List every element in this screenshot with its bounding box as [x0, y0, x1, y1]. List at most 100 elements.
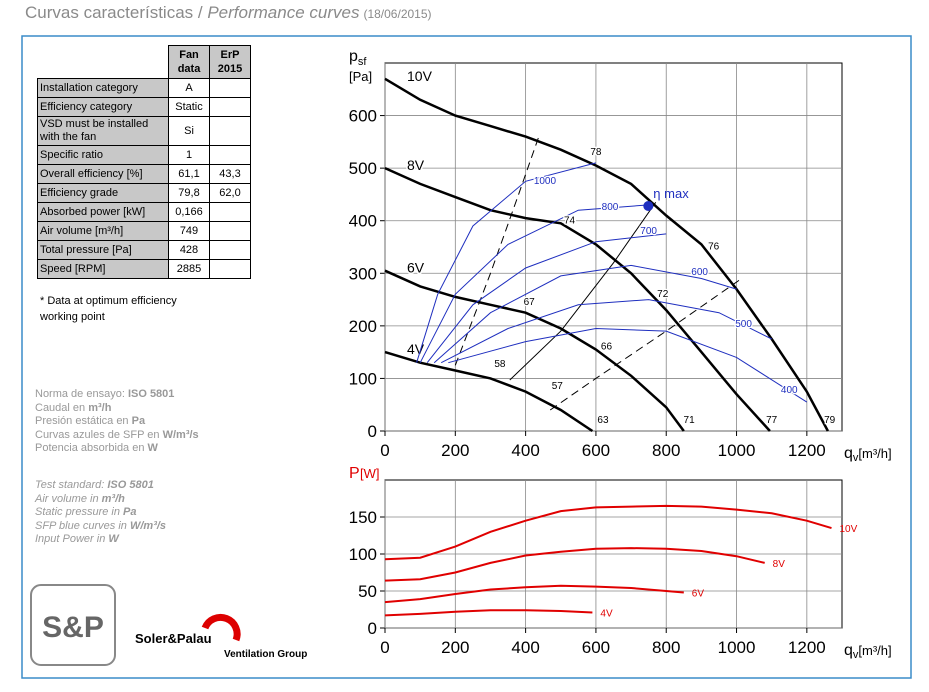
erp-value — [209, 202, 251, 222]
curve-annotation: 76 — [708, 242, 720, 253]
note-text: Curvas azules de SFP en — [35, 428, 163, 441]
curve-annotation: 57 — [552, 381, 564, 392]
header-row: Fan data ErP 2015 — [38, 45, 251, 79]
curve — [419, 204, 649, 363]
series-label: 8V — [407, 157, 425, 173]
blank — [38, 46, 169, 79]
page-title: Curvas características / Performance cur… — [25, 3, 432, 22]
y-label-main: P — [349, 465, 360, 482]
row: Efficiency grade 79,8 62,0 — [37, 183, 251, 203]
fan-value: 428 — [168, 240, 210, 260]
row-label: Overall efficiency [%] — [37, 164, 169, 184]
curve — [454, 133, 541, 366]
note-line: Test standard: ISO 5801 — [35, 479, 166, 493]
x-tick-label: 0 — [380, 638, 389, 657]
y-tick-label: 100 — [349, 545, 377, 564]
note-unit: ISO 5801 — [127, 388, 175, 400]
curve — [509, 202, 657, 381]
x-tick-label: 200 — [441, 441, 469, 460]
x-tick-label: 400 — [511, 638, 539, 657]
note-line: Potencia absorbida en W — [35, 442, 199, 456]
fan-value: 2885 — [168, 259, 210, 279]
y-axis-unit: [Pa] — [349, 69, 372, 84]
note-text: Static pressure in — [35, 506, 124, 518]
curve — [549, 279, 741, 411]
curve-annotation: 77 — [766, 415, 778, 426]
note-unit: Pa — [123, 506, 137, 518]
logo-brand: Soler&Palau — [135, 631, 212, 646]
column-header: ErP 2015 — [209, 45, 251, 79]
series-label: 6V — [692, 588, 705, 599]
y-tick-label: 0 — [368, 422, 377, 441]
row-label: Air volume [m³/h] — [37, 221, 169, 241]
x-label-unit: [m³/h] — [858, 446, 891, 461]
erp-value — [209, 259, 251, 279]
curve-annotation: 1000 — [534, 176, 557, 187]
y-tick-label: 150 — [349, 508, 377, 527]
curve-annotation: 58 — [494, 359, 506, 370]
curve — [384, 269, 685, 432]
curve — [384, 166, 771, 432]
x-label-main: q — [844, 642, 853, 659]
logo-group: Ventilation Group — [224, 649, 307, 660]
series-label: 6V — [407, 260, 425, 276]
erp-value — [209, 221, 251, 241]
y-tick-label: 500 — [349, 159, 377, 178]
y-tick-label: 200 — [349, 317, 377, 336]
erp-value — [209, 145, 251, 165]
erp-value: 43,3 — [209, 164, 251, 184]
note-unit: m³/h — [88, 401, 112, 414]
curve — [384, 547, 765, 582]
series-label: 8V — [773, 559, 786, 570]
logo-mark: S&P — [42, 611, 104, 644]
row-label: Speed [RPM] — [37, 259, 169, 279]
curve-annotation: 600 — [691, 267, 708, 278]
note-unit: m³/h — [101, 492, 125, 505]
row: VSD must be installed with the fan Si — [37, 116, 251, 146]
curve — [433, 264, 737, 364]
y-tick-label: 50 — [358, 582, 377, 601]
row-label: Efficiency grade — [37, 183, 169, 203]
frame — [21, 35, 912, 679]
fan-value: 749 — [168, 221, 210, 241]
notes-en: Test standard: ISO 5801 Air volume in m³/… — [35, 479, 166, 547]
note-text: Test standard: — [35, 479, 108, 491]
row: Total pressure [Pa] 428 — [37, 240, 251, 260]
note-text: Potencia absorbida en — [35, 442, 148, 454]
note-line: Norma de ensayo: ISO 5801 — [35, 388, 199, 402]
y-tick-label: 600 — [349, 107, 377, 126]
curve-annotation: 66 — [601, 342, 613, 353]
y-label-main: p — [349, 48, 358, 65]
erp-value — [209, 240, 251, 260]
x-tick-label: 600 — [582, 441, 610, 460]
y-label-sub: sf — [358, 56, 368, 68]
note-line: Caudal en m³/h — [35, 402, 199, 416]
curve — [426, 233, 667, 364]
erp-value — [209, 97, 251, 117]
note-unit: Pa — [131, 415, 146, 427]
table-note: * Data at optimum efficiency working poi… — [40, 295, 177, 323]
curve — [440, 299, 772, 364]
fan-value: 1 — [168, 145, 210, 165]
series-label: 4V — [600, 608, 613, 619]
fan-value: 0,166 — [168, 202, 210, 222]
row-label: Installation category — [37, 78, 169, 98]
curve-annotation: 72 — [657, 289, 669, 300]
x-tick-label: 200 — [441, 638, 469, 657]
curve-annotation: 67 — [524, 297, 536, 308]
x-tick-label: 400 — [511, 441, 539, 460]
fan-value: Si — [168, 116, 210, 146]
note-unit: W — [108, 533, 119, 545]
curve-annotation: 78 — [590, 147, 602, 158]
x-label-unit: [m³/h] — [858, 643, 891, 658]
title: Curvas características / — [25, 3, 207, 22]
x-tick-label: 800 — [652, 638, 680, 657]
curve — [384, 584, 684, 604]
note-unit: W/m³/s — [129, 519, 167, 532]
x-tick-label: 0 — [380, 441, 389, 460]
curve — [384, 504, 832, 561]
row: Speed [RPM] 2885 — [37, 259, 251, 279]
note-line: Presión estática en Pa — [35, 415, 199, 429]
